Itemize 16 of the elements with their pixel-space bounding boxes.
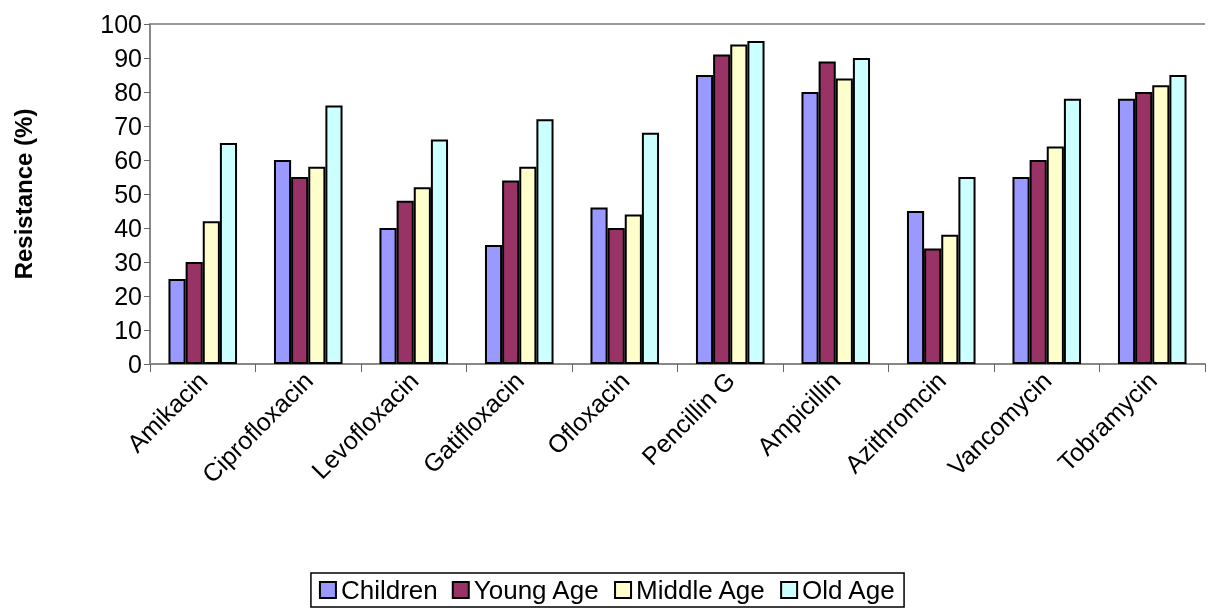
y-tick-label: 30 [114,248,142,276]
y-tick-label: 60 [114,146,142,174]
y-tick-label: 20 [114,282,142,310]
y-tick-label: 90 [114,44,142,72]
legend-label: Old Age [802,575,895,605]
y-tick-label: 100 [100,10,142,38]
legend-label: Young Age [473,575,599,605]
y-axis-title: Resistance (%) [9,108,37,280]
y-tick-label: 70 [114,112,142,140]
y-tick-label: 80 [114,78,142,106]
y-tick-label: 0 [128,350,142,378]
legend-label: Children [340,575,438,605]
y-tick-label: 40 [114,214,142,242]
y-tick-label: 50 [114,180,142,208]
legend-label: Middle Age [636,575,765,605]
y-tick-label: 10 [114,316,142,344]
